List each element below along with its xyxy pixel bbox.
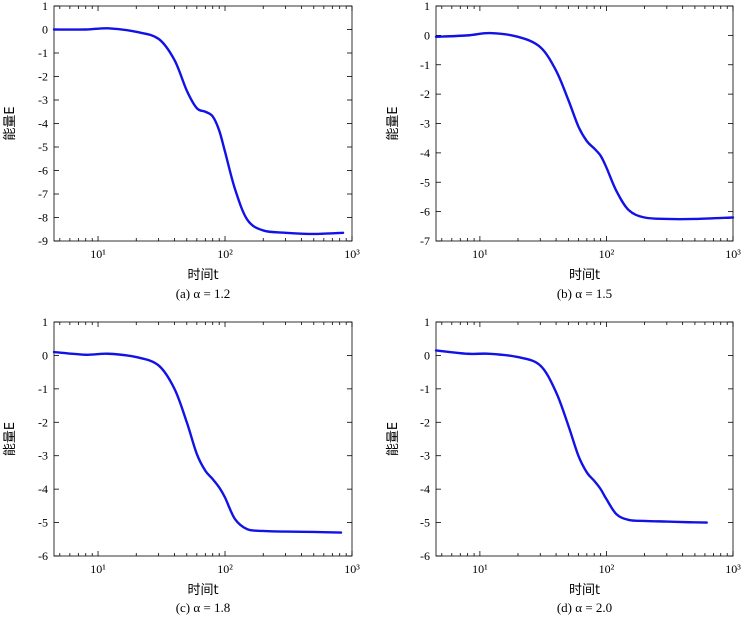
plot-frame	[53, 321, 353, 557]
y-tick-label: -3	[38, 93, 48, 107]
y-tick-label: -6	[420, 205, 430, 219]
subplot-3: 1 0 -1 -2 -3 -4 -5 -6 10¹ 10² 10³ 时间t 能量E (c) α = 1.8	[3, 315, 360, 615]
y-tick-label: -1	[38, 382, 48, 396]
y-tick-label: 0	[424, 28, 430, 42]
y-tick-label: -3	[420, 117, 430, 131]
x-tick-label: 10¹	[472, 562, 488, 576]
x-tick-label: 10²	[217, 247, 233, 261]
x-tick-label: 10³	[725, 562, 741, 576]
y-tick-label: -2	[38, 415, 48, 429]
y-tick-label: -7	[38, 187, 48, 201]
y-tick-label: -4	[420, 146, 430, 160]
y-axis-label: 能量E	[386, 106, 401, 140]
y-axis-label: 能量E	[3, 106, 18, 140]
y-tick-label: -8	[38, 211, 48, 225]
x-axis-label: 时间t	[187, 583, 218, 598]
y-tick-label: 1	[424, 0, 430, 13]
y-tick-label: -6	[38, 549, 48, 563]
subplot-caption: (c) α = 1.8	[176, 600, 231, 615]
x-tick-label: 10¹	[472, 247, 488, 261]
x-tick-label: 10¹	[90, 562, 106, 576]
y-axis-label: 能量E	[386, 422, 401, 456]
y-tick-label: -1	[38, 46, 48, 60]
energy-curve	[52, 27, 345, 236]
subplot-2: 1 0 -1 -2 -3 -4 -5 -6 -7 10¹ 10² 10³ 时间t 能量E (b) α = 1…	[386, 0, 741, 301]
y-tick-label: -6	[420, 549, 430, 563]
y-tick-label: -7	[420, 234, 430, 248]
subplot-1: 1 0 -1 -2 -3 -4 -5 -6 -7 -8 -9 10¹ 10² 10³ 时间t 能量E (a) α…	[3, 0, 360, 301]
y-tick-label: 0	[42, 348, 48, 362]
y-tick-label: -9	[38, 234, 48, 248]
plot-frame	[435, 5, 734, 242]
x-tick-label: 10³	[344, 247, 360, 261]
x-tick-label: 10²	[599, 562, 615, 576]
x-axis-label: 时间t	[569, 583, 600, 598]
y-tick-label: -3	[420, 449, 430, 463]
y-tick-label: -4	[420, 482, 430, 496]
subplot-caption: (d) α = 2.0	[557, 600, 612, 615]
y-tick-label: 1	[42, 0, 48, 13]
y-tick-label: 1	[424, 315, 430, 329]
x-tick-label: 10²	[217, 562, 233, 576]
x-tick-label: 10³	[344, 562, 360, 576]
energy-curve	[434, 349, 708, 524]
y-tick-label: -1	[420, 58, 430, 72]
y-tick-label: -5	[38, 140, 48, 154]
y-tick-label: -4	[38, 117, 48, 131]
subplot-caption: (a) α = 1.2	[176, 286, 231, 301]
energy-curve	[52, 350, 343, 534]
y-tick-label: -5	[420, 516, 430, 530]
y-tick-label: -1	[420, 382, 430, 396]
x-tick-label: 10²	[599, 247, 615, 261]
y-tick-label: 0	[424, 348, 430, 362]
y-tick-label: -2	[38, 70, 48, 84]
y-tick-label: 0	[42, 23, 48, 37]
y-tick-label: -6	[38, 164, 48, 178]
x-tick-label: 10¹	[90, 247, 106, 261]
y-tick-label: -5	[420, 175, 430, 189]
y-axis-label: 能量E	[3, 422, 18, 456]
y-tick-label: -2	[420, 87, 430, 101]
y-tick-label: -4	[38, 482, 48, 496]
x-axis-label: 时间t	[569, 268, 600, 283]
x-tick-label: 10³	[725, 247, 741, 261]
y-tick-label: -2	[420, 415, 430, 429]
y-tick-label: 1	[42, 315, 48, 329]
plot-frame	[435, 321, 734, 557]
y-tick-label: -3	[38, 449, 48, 463]
subplot-caption: (b) α = 1.5	[557, 286, 612, 301]
energy-curve	[434, 31, 735, 221]
x-axis-label: 时间t	[187, 268, 218, 283]
subplot-4: 1 0 -1 -2 -3 -4 -5 -6 10¹ 10² 10³ 时间t 能量E (d) α = 2.0	[386, 315, 741, 615]
y-tick-label: -5	[38, 516, 48, 530]
plot-frame	[53, 5, 353, 242]
